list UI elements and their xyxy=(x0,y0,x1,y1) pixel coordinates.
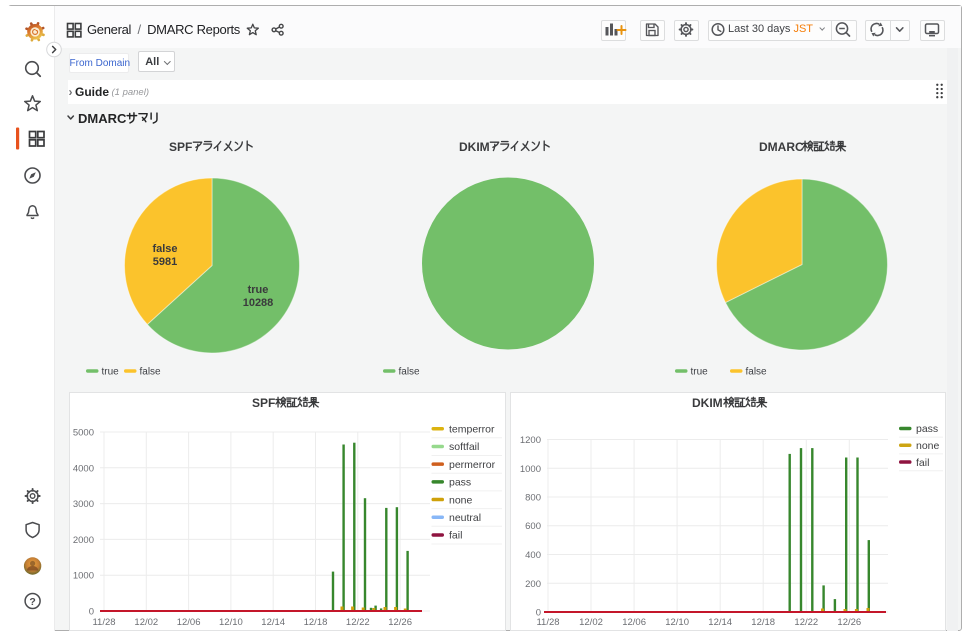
svg-text:pass: pass xyxy=(449,477,471,489)
svg-text:none: none xyxy=(449,494,473,506)
svg-text:12/18: 12/18 xyxy=(304,617,328,628)
svg-text:5000: 5000 xyxy=(73,428,94,439)
svg-text:12/26: 12/26 xyxy=(388,617,412,628)
svg-text:12/02: 12/02 xyxy=(579,617,603,628)
svg-text:SPF: SPF xyxy=(252,396,275,410)
svg-text:200: 200 xyxy=(525,579,541,590)
svg-text:5981: 5981 xyxy=(153,256,177,268)
svg-text:true: true xyxy=(691,367,709,378)
svg-text:12/14: 12/14 xyxy=(261,617,285,628)
svg-text:10288: 10288 xyxy=(243,297,274,309)
svg-text:12/26: 12/26 xyxy=(837,617,861,628)
svg-text:400: 400 xyxy=(525,550,541,561)
svg-text:12/10: 12/10 xyxy=(665,617,689,628)
svg-text:12/06: 12/06 xyxy=(622,617,646,628)
svg-text:?: ? xyxy=(29,596,35,608)
svg-text:12/02: 12/02 xyxy=(134,617,158,628)
svg-text:2000: 2000 xyxy=(73,535,94,546)
svg-text:1200: 1200 xyxy=(520,435,541,446)
svg-text:DMARC: DMARC xyxy=(759,140,804,154)
svg-text:11/28: 11/28 xyxy=(92,617,115,628)
svg-text:DKIM: DKIM xyxy=(459,140,490,154)
svg-text:800: 800 xyxy=(525,493,541,504)
svg-text:none: none xyxy=(916,440,940,452)
svg-text:12/22: 12/22 xyxy=(794,617,818,628)
svg-text:4000: 4000 xyxy=(73,463,94,474)
svg-text:12/22: 12/22 xyxy=(346,617,370,628)
svg-text:DMARC: DMARC xyxy=(78,111,127,126)
svg-text:neutral: neutral xyxy=(449,512,481,524)
svg-text:true: true xyxy=(102,367,120,378)
svg-text:false: false xyxy=(746,367,768,378)
svg-text:1000: 1000 xyxy=(520,464,541,475)
svg-text:SPF: SPF xyxy=(169,140,192,154)
svg-text:DKIM: DKIM xyxy=(692,396,723,410)
svg-text:fail: fail xyxy=(449,530,462,542)
svg-text:false: false xyxy=(152,243,177,255)
svg-text:temperror: temperror xyxy=(449,424,495,436)
svg-text:12/10: 12/10 xyxy=(219,617,243,628)
svg-text:permerror: permerror xyxy=(449,459,496,471)
svg-text:11/28: 11/28 xyxy=(536,617,559,628)
svg-text:pass: pass xyxy=(916,423,938,435)
svg-text:fail: fail xyxy=(916,457,929,469)
svg-text:12/06: 12/06 xyxy=(177,617,201,628)
svg-text:1000: 1000 xyxy=(73,571,94,582)
svg-text:600: 600 xyxy=(525,521,541,532)
svg-text:12/18: 12/18 xyxy=(751,617,775,628)
svg-text:false: false xyxy=(140,367,162,378)
svg-text:0: 0 xyxy=(89,607,94,618)
svg-text:false: false xyxy=(399,367,421,378)
svg-text:true: true xyxy=(248,284,269,296)
svg-text:3000: 3000 xyxy=(73,499,94,510)
svg-text:12/14: 12/14 xyxy=(708,617,732,628)
svg-text:0: 0 xyxy=(536,608,541,619)
svg-text:softfail: softfail xyxy=(449,441,479,453)
